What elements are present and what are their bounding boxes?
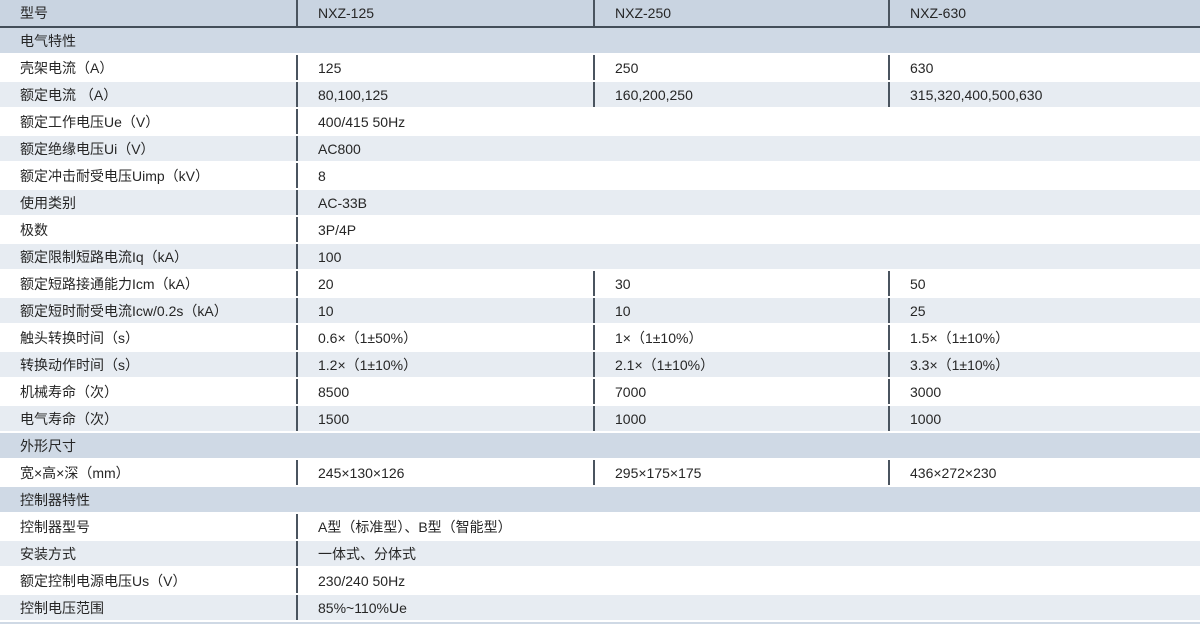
row-value: 3000: [888, 379, 1200, 404]
row-label: 额定电流 （A）: [20, 86, 118, 103]
row-label: 额定短路接通能力Icm（kA）: [20, 275, 199, 292]
header-model-label: 型号: [20, 5, 48, 21]
row-value: 230/240 50Hz: [296, 568, 1200, 593]
row-value: 125: [296, 55, 593, 80]
table-row: 安装方式 一体式、分体式: [0, 541, 1200, 568]
row-label: 额定短时耐受电流Icw/0.2s（kA）: [20, 302, 228, 319]
row-value: A型（标准型）、B型（智能型）: [296, 514, 1200, 539]
row-value: 630: [888, 55, 1200, 80]
row-label: 机械寿命（次）: [20, 383, 118, 400]
table-header-row: 型号 NXZ-125 NXZ-250 NXZ-630: [0, 0, 1200, 28]
row-value: 25: [888, 298, 1200, 323]
row-value: 1000: [888, 406, 1200, 431]
row-value: 85%~110%Ue: [296, 595, 1200, 620]
header-model-nxz-250: NXZ-250: [593, 0, 888, 26]
table-row: 额定控制电源电压Us（V） 230/240 50Hz: [0, 568, 1200, 595]
row-label: 额定工作电压Ue（V）: [20, 113, 160, 130]
row-value: 50: [888, 271, 1200, 296]
row-value: 436×272×230: [888, 460, 1200, 485]
table-bottom-strip: [0, 622, 1200, 624]
table-row: 壳架电流（A） 125 250 630: [0, 55, 1200, 82]
section-row: 控制器特性: [0, 487, 1200, 514]
table-body: 电气特性壳架电流（A） 125 250 630 额定电流 （A） 80,100,125 16…: [0, 28, 1200, 622]
row-value: 250: [593, 55, 888, 80]
row-value: 10: [593, 298, 888, 323]
row-value: 1000: [593, 406, 888, 431]
table-row: 额定绝缘电压Ui（V） AC800: [0, 136, 1200, 163]
row-label: 使用类别: [20, 194, 76, 211]
row-value: 1500: [296, 406, 593, 431]
row-label: 触头转换时间（s）: [20, 329, 139, 346]
row-value: 160,200,250: [593, 82, 888, 107]
row-label: 壳架电流（A）: [20, 59, 114, 76]
section-row: 外形尺寸: [0, 433, 1200, 460]
table-row: 额定限制短路电流Iq（kA） 100: [0, 244, 1200, 271]
row-label: 安装方式: [20, 545, 76, 562]
header-model-nxz-630: NXZ-630: [888, 0, 1200, 26]
row-label: 额定绝缘电压Ui（V）: [20, 140, 155, 157]
table-row: 电气寿命（次） 1500 1000 1000: [0, 406, 1200, 433]
row-value: 30: [593, 271, 888, 296]
row-value: 一体式、分体式: [296, 541, 1200, 566]
row-value: AC800: [296, 136, 1200, 161]
row-value: 10: [296, 298, 593, 323]
row-label: 额定冲击耐受电压Uimp（kV）: [20, 167, 210, 184]
row-label: 极数: [20, 221, 48, 238]
row-value: 100: [296, 244, 1200, 269]
row-value: 245×130×126: [296, 460, 593, 485]
row-label: 额定控制电源电压Us（V）: [20, 572, 187, 589]
row-value: 0.6×（1±50%）: [296, 325, 593, 350]
row-label: 转换动作时间（s）: [20, 356, 139, 373]
table-row: 额定工作电压Ue（V） 400/415 50Hz: [0, 109, 1200, 136]
table-row: 触头转换时间（s） 0.6×（1±50%） 1×（1±10%） 1.5×（1±10%）: [0, 325, 1200, 352]
row-value: 315,320,400,500,630: [888, 82, 1200, 107]
table-row: 控制器型号 A型（标准型）、B型（智能型）: [0, 514, 1200, 541]
row-value: AC-33B: [296, 190, 1200, 215]
row-label: 额定限制短路电流Iq（kA）: [20, 248, 189, 265]
row-value: 1.2×（1±10%）: [296, 352, 593, 377]
row-value: 400/415 50Hz: [296, 109, 1200, 134]
section-title: 电气特性: [20, 32, 76, 49]
row-value: 80,100,125: [296, 82, 593, 107]
table-row: 额定短时耐受电流Icw/0.2s（kA） 10 10 25: [0, 298, 1200, 325]
section-title: 外形尺寸: [20, 437, 76, 454]
row-value: 3.3×（1±10%）: [888, 352, 1200, 377]
row-value: 7000: [593, 379, 888, 404]
row-label: 控制电压范围: [20, 599, 104, 616]
table-row: 机械寿命（次） 8500 7000 3000: [0, 379, 1200, 406]
table-row: 控制电压范围 85%~110%Ue: [0, 595, 1200, 622]
row-value: 295×175×175: [593, 460, 888, 485]
table-row: 极数 3P/4P: [0, 217, 1200, 244]
row-value: 20: [296, 271, 593, 296]
row-label: 控制器型号: [20, 518, 90, 535]
row-value: 8: [296, 163, 1200, 188]
row-value: 8500: [296, 379, 593, 404]
table-row: 转换动作时间（s） 1.2×（1±10%） 2.1×（1±10%） 3.3×（1±10…: [0, 352, 1200, 379]
table-row: 宽×高×深（mm） 245×130×126 295×175×175 436×272×2…: [0, 460, 1200, 487]
section-row: 电气特性: [0, 28, 1200, 55]
table-row: 使用类别 AC-33B: [0, 190, 1200, 217]
table-row: 额定冲击耐受电压Uimp（kV） 8: [0, 163, 1200, 190]
header-model-nxz-125: NXZ-125: [296, 0, 593, 26]
row-value: 1×（1±10%）: [593, 325, 888, 350]
row-value: 3P/4P: [296, 217, 1200, 242]
row-value: 2.1×（1±10%）: [593, 352, 888, 377]
row-label: 宽×高×深（mm）: [20, 464, 130, 481]
table-row: 额定电流 （A） 80,100,125 160,200,250 315,320,400…: [0, 82, 1200, 109]
section-title: 控制器特性: [20, 491, 90, 508]
table-row: 额定短路接通能力Icm（kA） 20 30 50: [0, 271, 1200, 298]
row-value: 1.5×（1±10%）: [888, 325, 1200, 350]
row-label: 电气寿命（次）: [20, 410, 118, 427]
